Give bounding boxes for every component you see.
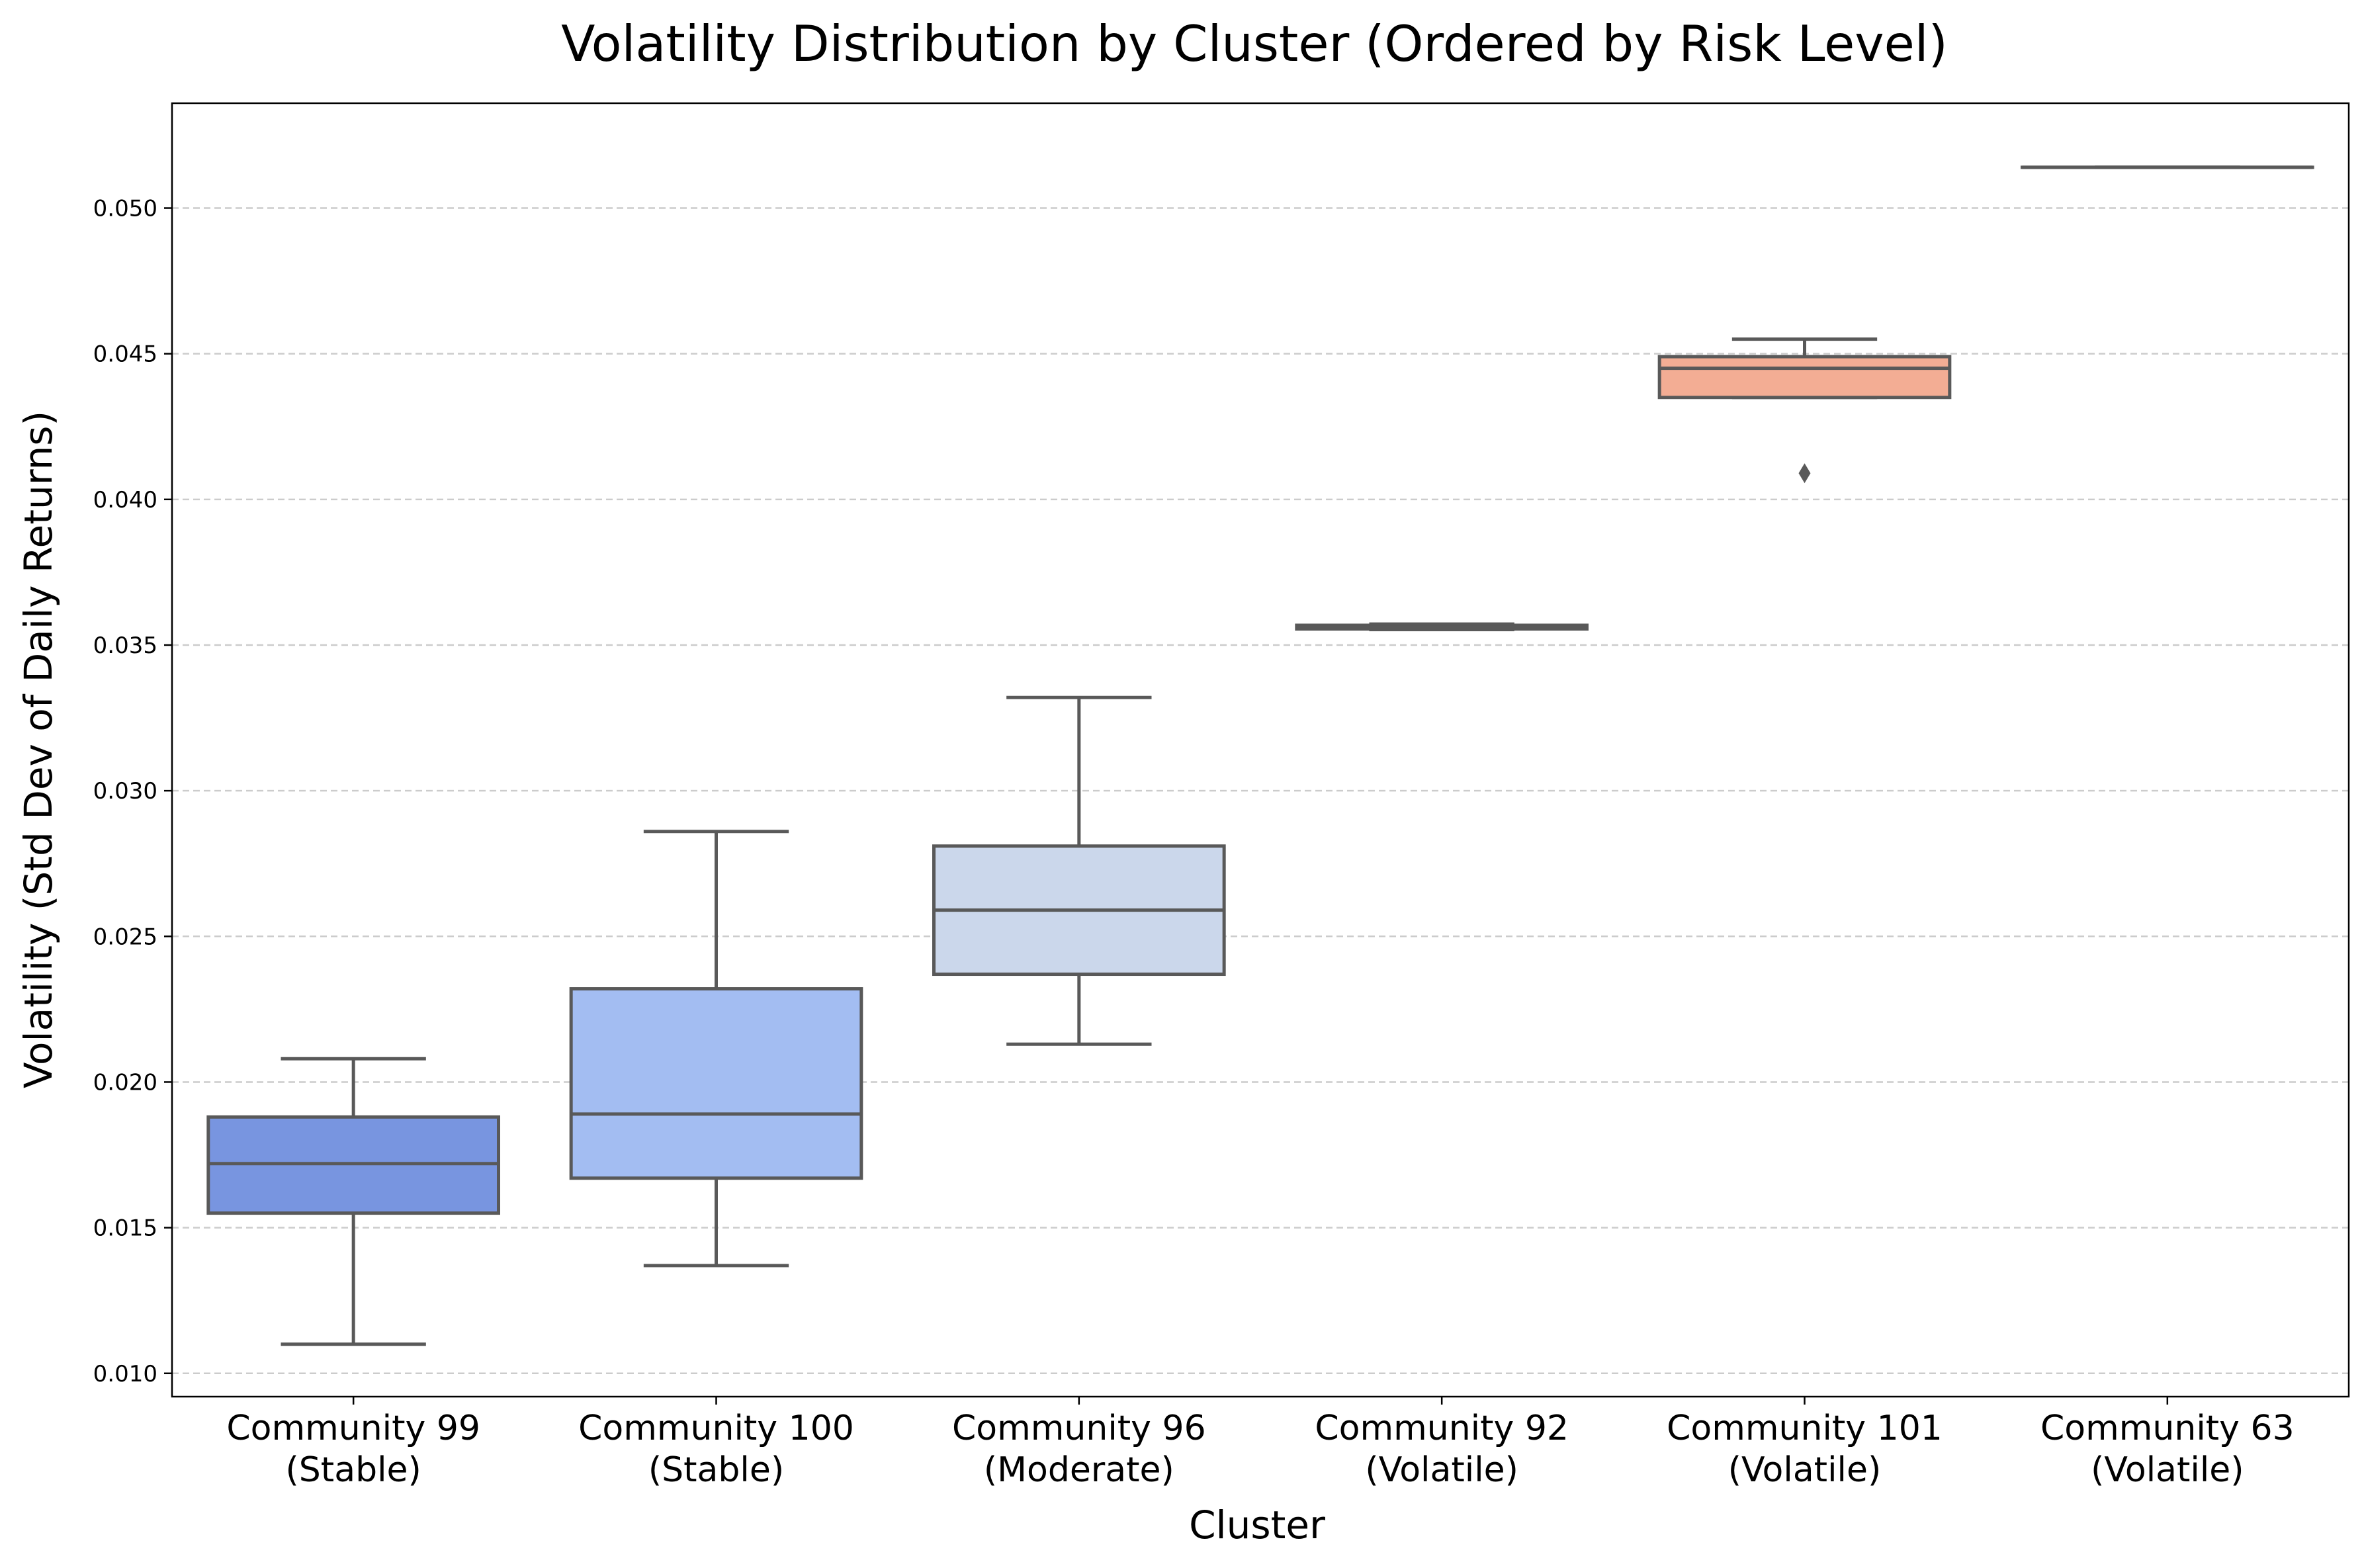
box-2 [569, 830, 863, 1268]
plot-frame [171, 102, 2350, 1398]
y-axis-ticks: 0.010 0.015 0.020 0.025 0.030 0.035 0.040 0.045… [93, 196, 172, 1387]
y-tick-label: 0.015 [93, 1215, 157, 1242]
y-tick-label: 0.035 [93, 632, 157, 659]
x-tick-label-risk: (Stable) [286, 1450, 421, 1490]
boxes-group [206, 165, 2314, 1346]
x-axis-ticks: Community 99(Stable)Community 100(Stable… [226, 1397, 2295, 1490]
box-4 [1295, 622, 1589, 632]
y-tick-label: 0.040 [93, 487, 157, 513]
box-1 [206, 1057, 500, 1346]
x-tick-label: Community 101 [1667, 1409, 1943, 1448]
grid-lines [172, 207, 2349, 1375]
y-tick-label: 0.025 [93, 924, 157, 950]
y-tick-label: 0.020 [93, 1069, 157, 1096]
x-tick-label-risk: (Moderate) [984, 1450, 1174, 1490]
x-tick-label: Community 100 [578, 1409, 854, 1448]
box-5 [1657, 337, 1952, 484]
outlier-point [1798, 463, 1811, 484]
iqr-box [569, 987, 863, 1180]
x-tick-label-risk: (Volatile) [1365, 1450, 1518, 1490]
x-tick-label: Community 96 [952, 1409, 1206, 1448]
y-tick-label: 0.045 [93, 341, 157, 368]
x-tick-label: Community 99 [226, 1409, 480, 1448]
x-axis-label: Cluster [1189, 1503, 1325, 1547]
chart-title: Volatility Distribution by Cluster (Orde… [561, 15, 1948, 73]
x-tick-label: Community 92 [1315, 1409, 1569, 1448]
y-tick-label: 0.010 [93, 1361, 157, 1387]
box-3 [932, 695, 1226, 1046]
y-axis-label: Volatility (Std Dev of Daily Returns) [16, 411, 61, 1088]
y-tick-label: 0.050 [93, 196, 157, 222]
x-tick-label: Community 63 [2040, 1409, 2295, 1448]
x-tick-label-risk: (Stable) [648, 1450, 784, 1490]
y-tick-label: 0.030 [93, 778, 157, 805]
iqr-box [1657, 355, 1952, 400]
x-tick-label-risk: (Volatile) [2091, 1450, 2244, 1490]
x-tick-label-risk: (Volatile) [1728, 1450, 1882, 1490]
